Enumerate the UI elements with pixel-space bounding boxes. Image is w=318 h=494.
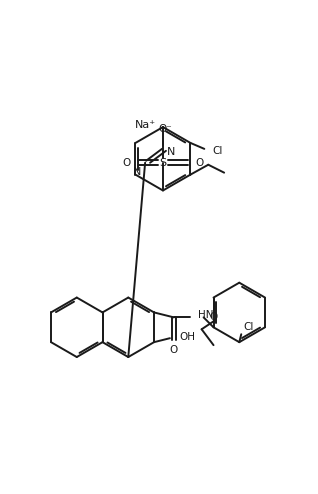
Text: S: S (159, 158, 167, 168)
Text: O: O (196, 158, 204, 168)
Text: N: N (133, 166, 141, 177)
Text: Cl: Cl (243, 322, 254, 332)
Text: Na⁺: Na⁺ (135, 120, 156, 130)
Text: O: O (209, 312, 218, 323)
Text: O: O (122, 158, 130, 168)
Text: O: O (170, 345, 178, 355)
Text: HN: HN (198, 310, 213, 321)
Text: O⁻: O⁻ (158, 124, 172, 134)
Text: OH: OH (180, 332, 196, 342)
Text: Cl: Cl (212, 146, 223, 156)
Text: N: N (167, 147, 175, 157)
